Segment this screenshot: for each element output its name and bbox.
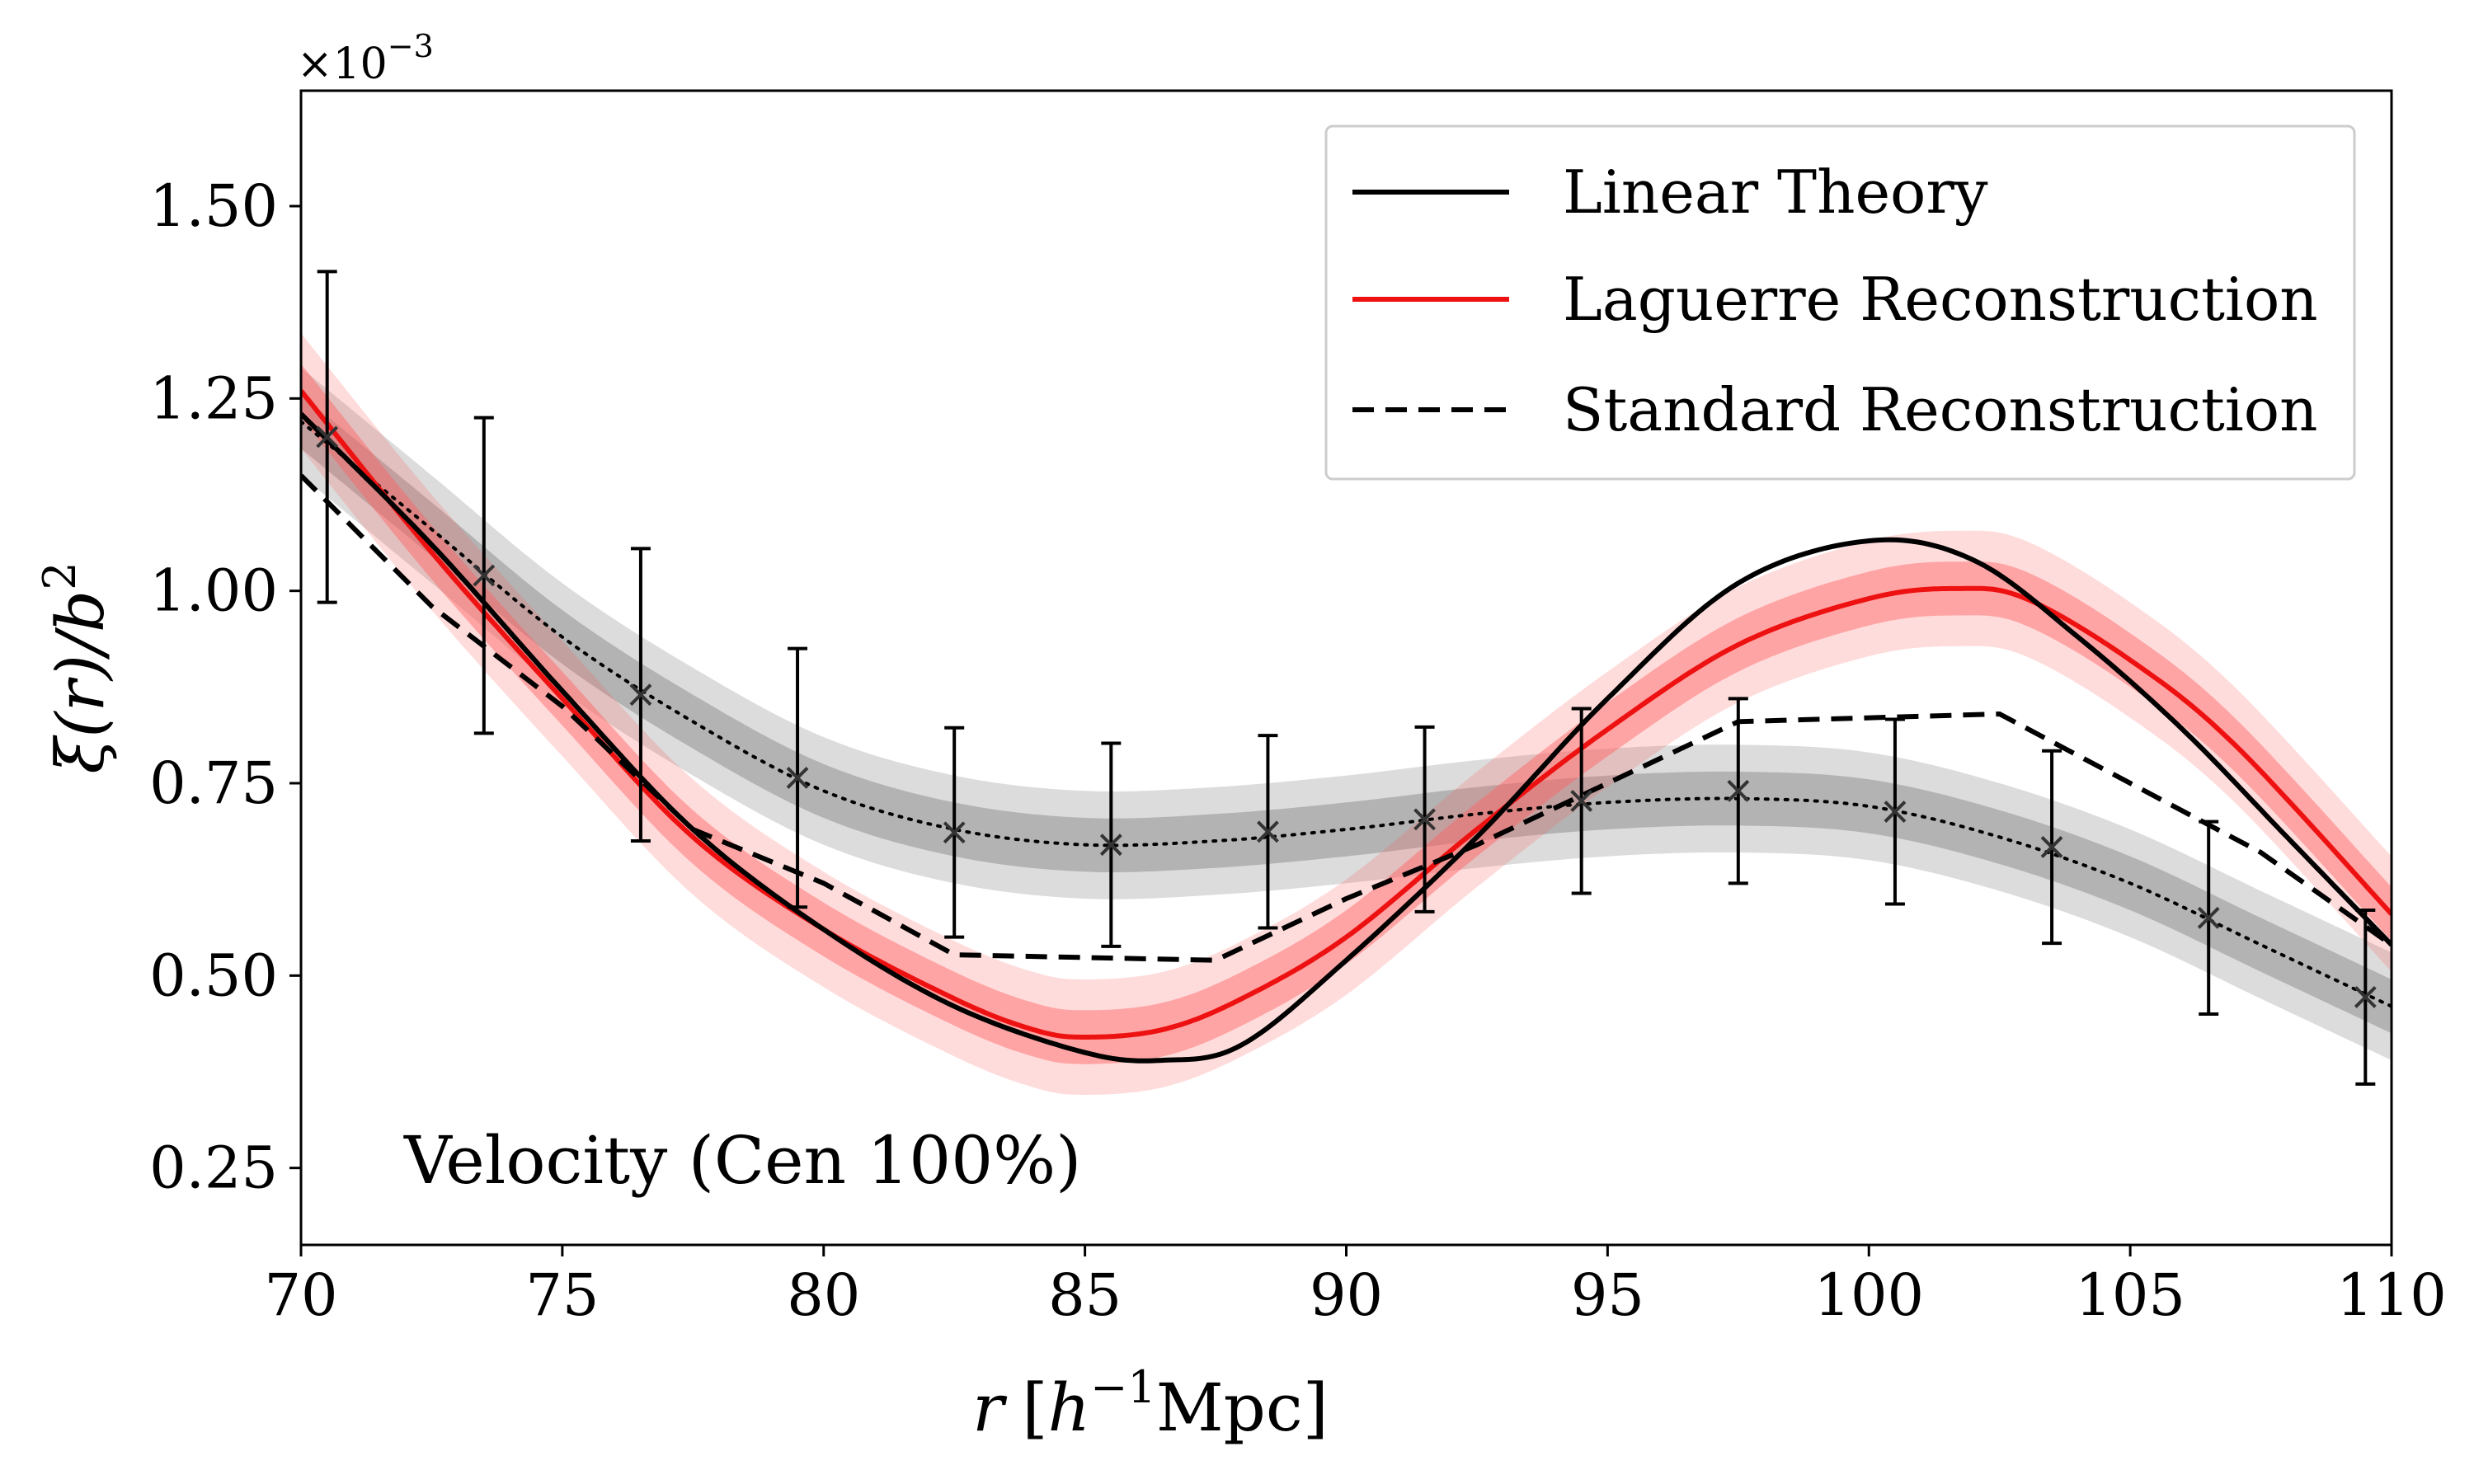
series-lines xyxy=(301,389,2392,1064)
data-point xyxy=(1413,725,1436,913)
point-marker-b xyxy=(316,425,339,448)
data-point xyxy=(316,270,339,604)
model-dotted-line xyxy=(301,420,2392,1008)
point-marker-b xyxy=(1727,779,1750,802)
data-point xyxy=(2354,909,2377,1086)
x-tick-label: 75 xyxy=(525,1261,599,1329)
y-scale-label: ×10−3 xyxy=(297,28,434,89)
model-band-outer xyxy=(301,368,2392,1060)
laguerre-line xyxy=(301,389,2392,1040)
x-tick-label: 80 xyxy=(787,1261,860,1329)
point-marker-b xyxy=(943,821,966,844)
x-tick-label: 70 xyxy=(264,1261,337,1329)
y-tick-label: 0.50 xyxy=(149,942,278,1009)
point-marker-b xyxy=(2354,986,2377,1008)
data-point xyxy=(786,646,809,909)
x-tick-label: 90 xyxy=(1310,1261,1383,1329)
x-tick-label: 100 xyxy=(1813,1261,1924,1329)
point-marker-b xyxy=(1099,834,1122,857)
data-point xyxy=(1257,734,1279,930)
laguerre-band-outer xyxy=(301,333,2392,1095)
data-point xyxy=(1099,741,1122,948)
data-point xyxy=(1884,717,1907,906)
data-point xyxy=(943,726,966,939)
point-marker-b xyxy=(2040,836,2063,858)
y-axis: 0.25 0.50 0.75 1.00 1.25 1.50 xyxy=(149,172,301,1202)
standard-reconstruction-line xyxy=(301,473,2392,963)
x-tick-label: 105 xyxy=(2075,1261,2185,1329)
x-tick-label: 85 xyxy=(1048,1261,1122,1329)
x-tick-label: 95 xyxy=(1571,1261,1644,1329)
legend-label-standard: Standard Reconstruction xyxy=(1563,375,2318,444)
point-marker-b xyxy=(629,683,652,707)
point-marker-b xyxy=(2197,906,2220,929)
y-tick-label: 0.75 xyxy=(149,749,278,817)
x-axis: 70 75 80 85 90 95 100 105 110 xyxy=(264,1245,2447,1329)
point-marker-b xyxy=(1257,820,1279,843)
y-tick-label: 1.00 xyxy=(149,557,278,625)
data-point xyxy=(629,547,652,843)
point-marker-b xyxy=(1570,790,1593,812)
legend-label-laguerre: Laguerre Reconstruction xyxy=(1563,265,2318,334)
x-axis-title: r [h−1Mpc] xyxy=(972,1361,1329,1446)
point-marker-b xyxy=(786,767,809,789)
data-point xyxy=(1727,697,1750,885)
data-points xyxy=(316,270,2377,1086)
model-band-inner xyxy=(301,394,2392,1034)
y-tick-label: 0.25 xyxy=(149,1134,278,1202)
laguerre-band-inner xyxy=(301,364,2392,1064)
legend-label-linear: Linear Theory xyxy=(1563,157,1988,227)
legend-box xyxy=(1324,124,2356,481)
data-point xyxy=(473,416,496,735)
point-marker-b xyxy=(1413,808,1436,831)
point-marker-b xyxy=(473,564,496,587)
y-tick-label: 1.50 xyxy=(149,172,278,240)
data-point xyxy=(2197,819,2220,1016)
x-tick-label: 110 xyxy=(2336,1261,2447,1329)
confidence-bands xyxy=(301,333,2392,1095)
data-point xyxy=(2040,749,2063,946)
y-axis-title: ξ(r)/b2 xyxy=(34,561,119,773)
data-point xyxy=(1570,707,1593,895)
panel-annotation: Velocity (Cen 100%) xyxy=(403,1122,1081,1199)
y-tick-label: 1.25 xyxy=(149,364,278,432)
point-marker-b xyxy=(1884,801,1907,823)
legend: Linear Theory Laguerre Reconstruction St… xyxy=(1324,124,2356,481)
